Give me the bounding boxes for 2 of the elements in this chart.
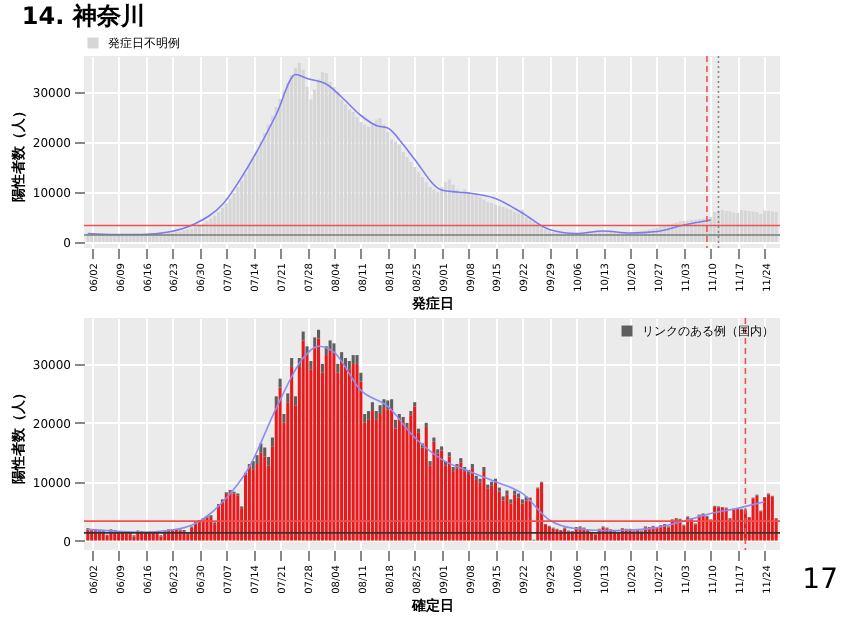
chart-title: 14. 神奈川 <box>21 2 145 30</box>
text: 17 <box>802 564 838 596</box>
